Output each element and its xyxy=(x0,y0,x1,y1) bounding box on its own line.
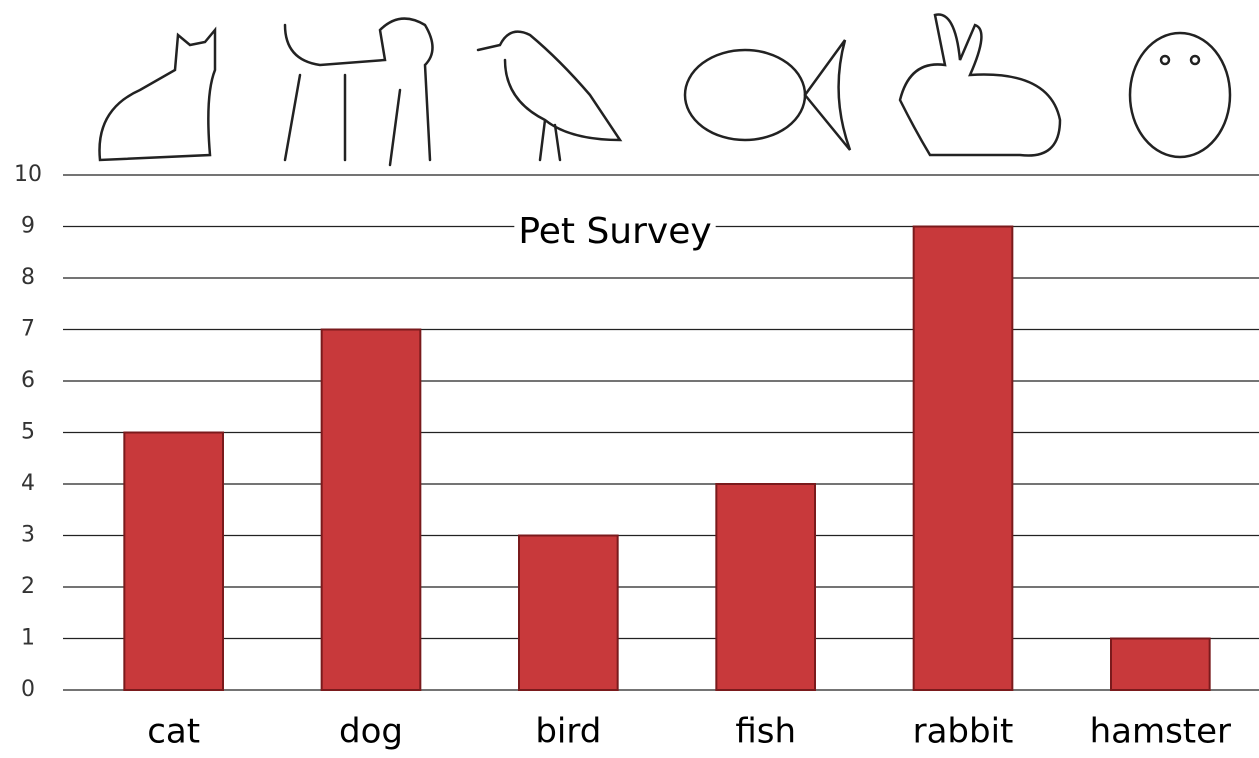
bars xyxy=(124,227,1209,691)
y-tick-label: 3 xyxy=(21,523,35,548)
x-tick-label: cat xyxy=(147,712,200,752)
chart: 0 1 2 3 4 5 6 7 8 9 10 Pet Survey cat dog bird fish ra… xyxy=(0,0,1259,758)
x-tick-label: fish xyxy=(735,712,796,752)
bird-icon xyxy=(478,32,620,160)
bar xyxy=(914,227,1013,691)
animal-icons xyxy=(100,15,1231,165)
x-tick-label: dog xyxy=(339,712,403,752)
fish-icon xyxy=(685,40,850,150)
bar xyxy=(1111,639,1210,691)
y-tick-label: 4 xyxy=(21,471,35,496)
bar xyxy=(519,536,618,691)
x-tick-label: bird xyxy=(535,712,601,752)
bar xyxy=(716,484,815,690)
bar xyxy=(124,433,223,691)
y-tick-label: 5 xyxy=(21,420,35,445)
dog-icon xyxy=(285,19,433,165)
y-tick-label: 0 xyxy=(21,677,35,702)
x-tick-label: rabbit xyxy=(913,712,1014,752)
bar xyxy=(322,330,421,691)
y-tick-label: 8 xyxy=(21,265,35,290)
y-tick-label: 9 xyxy=(21,214,35,239)
x-tick-label: hamster xyxy=(1090,712,1231,752)
y-tick-label: 10 xyxy=(14,162,42,187)
chart-title: Pet Survey xyxy=(518,211,711,252)
cat-icon xyxy=(100,30,216,160)
y-tick-label: 6 xyxy=(21,368,35,393)
y-tick-label: 2 xyxy=(21,574,35,599)
y-tick-label: 7 xyxy=(21,317,35,342)
rabbit-icon xyxy=(900,15,1060,156)
hamster-icon xyxy=(1130,33,1230,157)
y-tick-label: 1 xyxy=(21,626,35,651)
